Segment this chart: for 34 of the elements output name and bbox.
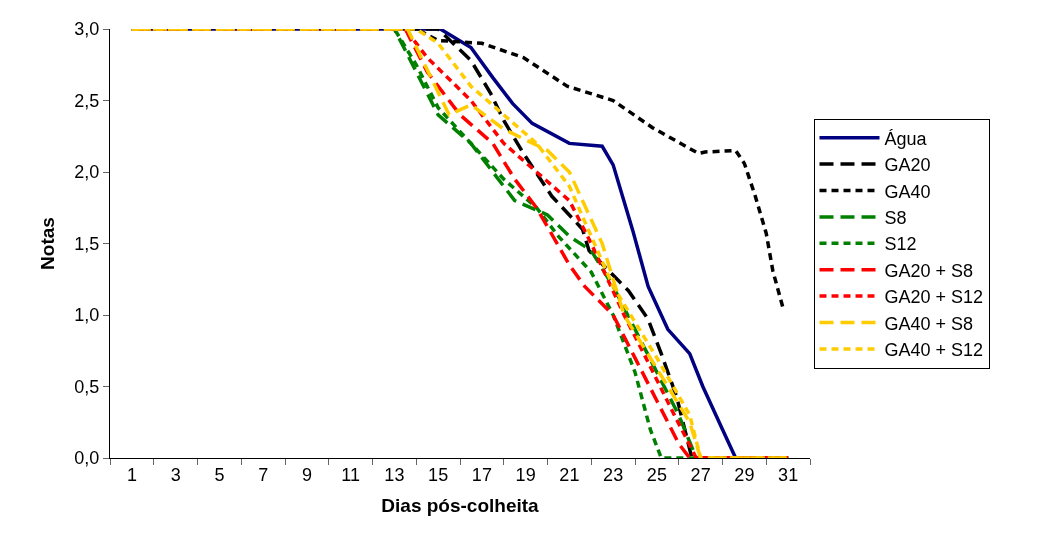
legend-label: GA20 + S8 [884,260,974,281]
x-tick-label: 9 [301,464,312,485]
y-tick-label: 3,0 [74,19,100,40]
x-tick-label: 23 [603,464,624,485]
x-tick-label: 13 [384,464,405,485]
y-tick-label: 1,5 [74,233,100,254]
x-tick-label: 3 [170,464,181,485]
legend-label: S8 [884,207,907,228]
y-tick-label: 1,0 [74,305,100,326]
legend-label: GA20 + S12 [884,287,984,308]
x-tick-label: 5 [214,464,225,485]
y-tick-label: 0,0 [74,448,100,469]
legend-label: GA20 [884,155,931,176]
x-tick-label: 31 [778,464,799,485]
legend-label: GA40 [884,181,931,202]
x-tick-label: 15 [428,464,449,485]
x-tick-label: 1 [126,464,137,485]
y-tick-label: 2,5 [74,90,100,111]
x-tick-label: 21 [559,464,580,485]
x-tick-label: 25 [646,464,667,485]
legend-label: GA40 + S12 [884,339,984,360]
x-tick-label: 17 [471,464,492,485]
x-axis-title: Dias pós-colheita [381,495,540,517]
x-tick-label: 11 [341,464,360,485]
legend-label: GA40 + S8 [884,313,974,334]
x-tick-label: 29 [734,464,755,485]
legend-label: Água [884,128,928,149]
legend-label: S12 [884,234,917,255]
x-tick-label: 7 [258,464,269,485]
y-tick-label: 2,0 [74,162,100,183]
y-tick-label: 0,5 [74,376,100,397]
x-tick-label: 27 [690,464,711,485]
x-tick-label: 19 [515,464,536,485]
y-axis-title: Notas [37,217,59,270]
